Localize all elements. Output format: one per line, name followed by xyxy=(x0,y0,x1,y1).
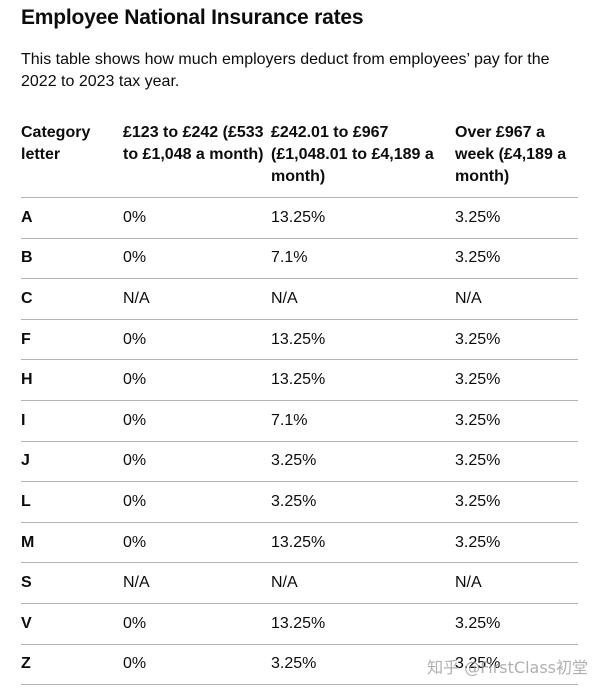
category-cell: C xyxy=(21,278,123,320)
table-row: S N/A N/A N/A xyxy=(21,562,578,604)
band-3-cell: 3.25% xyxy=(455,197,578,239)
ni-rates-table: Category letter £123 to £242 (£533 to £1… xyxy=(21,119,578,686)
band-3-cell: 3.25% xyxy=(455,644,578,686)
category-cell: I xyxy=(21,400,123,442)
table-row: V 0% 13.25% 3.25% xyxy=(21,603,578,645)
category-cell: M xyxy=(21,522,123,564)
band-1-cell: N/A xyxy=(123,562,271,604)
band-2-cell: 7.1% xyxy=(271,400,455,442)
band-1-cell: 0% xyxy=(123,359,271,401)
header-band-3: Over £967 a week (£4,189 a month) xyxy=(455,119,578,198)
header-category-letter: Category letter xyxy=(21,119,123,198)
band-2-cell: 3.25% xyxy=(271,644,455,686)
band-3-cell: 3.25% xyxy=(455,319,578,361)
band-1-cell: 0% xyxy=(123,644,271,686)
page-title: Employee National Insurance rates xyxy=(21,6,364,29)
category-cell: V xyxy=(21,603,123,645)
table-header-row: Category letter £123 to £242 (£533 to £1… xyxy=(21,119,578,198)
intro-text: This table shows how much employers dedu… xyxy=(21,51,550,90)
band-3-cell: N/A xyxy=(455,562,578,604)
band-3-cell: 3.25% xyxy=(455,359,578,401)
band-3-cell: 3.25% xyxy=(455,603,578,645)
band-1-cell: 0% xyxy=(123,522,271,564)
band-1-cell: 0% xyxy=(123,319,271,361)
category-cell: Z xyxy=(21,644,123,686)
header-band-2: £242.01 to £967 (£1,048.01 to £4,189 a m… xyxy=(271,119,455,198)
table-row: B 0% 7.1% 3.25% xyxy=(21,238,578,280)
band-2-cell: 13.25% xyxy=(271,522,455,564)
band-2-cell: 13.25% xyxy=(271,603,455,645)
band-1-cell: 0% xyxy=(123,238,271,280)
band-2-cell: 3.25% xyxy=(271,441,455,483)
band-1-cell: 0% xyxy=(123,603,271,645)
table-row: C N/A N/A N/A xyxy=(21,278,578,320)
category-cell: L xyxy=(21,481,123,523)
band-3-cell: 3.25% xyxy=(455,238,578,280)
table-row: L 0% 3.25% 3.25% xyxy=(21,481,578,523)
table-row: A 0% 13.25% 3.25% xyxy=(21,197,578,239)
band-3-cell: 3.25% xyxy=(455,481,578,523)
category-cell: S xyxy=(21,562,123,604)
band-2-cell: N/A xyxy=(271,562,455,604)
band-2-cell: 13.25% xyxy=(271,197,455,239)
category-cell: A xyxy=(21,197,123,239)
header-band-1: £123 to £242 (£533 to £1,048 a month) xyxy=(123,119,271,198)
band-2-cell: 7.1% xyxy=(271,238,455,280)
band-2-cell: N/A xyxy=(271,278,455,320)
band-1-cell: 0% xyxy=(123,441,271,483)
band-3-cell: N/A xyxy=(455,278,578,320)
band-3-cell: 3.25% xyxy=(455,522,578,564)
band-1-cell: 0% xyxy=(123,481,271,523)
table-row: F 0% 13.25% 3.25% xyxy=(21,319,578,361)
band-2-cell: 13.25% xyxy=(271,319,455,361)
category-cell: F xyxy=(21,319,123,361)
watermark: 知乎 @FirstClass初堂 xyxy=(427,658,588,677)
table-row: M 0% 13.25% 3.25% xyxy=(21,522,578,564)
band-1-cell: 0% xyxy=(123,400,271,442)
table-row: J 0% 3.25% 3.25% xyxy=(21,441,578,483)
table-row: H 0% 13.25% 3.25% xyxy=(21,359,578,401)
category-cell: H xyxy=(21,359,123,401)
category-cell: B xyxy=(21,238,123,280)
band-1-cell: 0% xyxy=(123,197,271,239)
band-3-cell: 3.25% xyxy=(455,400,578,442)
band-3-cell: 3.25% xyxy=(455,441,578,483)
category-cell: J xyxy=(21,441,123,483)
table-row: I 0% 7.1% 3.25% xyxy=(21,400,578,442)
band-1-cell: N/A xyxy=(123,278,271,320)
table-row: Z 0% 3.25% 3.25% xyxy=(21,644,578,686)
band-2-cell: 3.25% xyxy=(271,481,455,523)
band-2-cell: 13.25% xyxy=(271,359,455,401)
